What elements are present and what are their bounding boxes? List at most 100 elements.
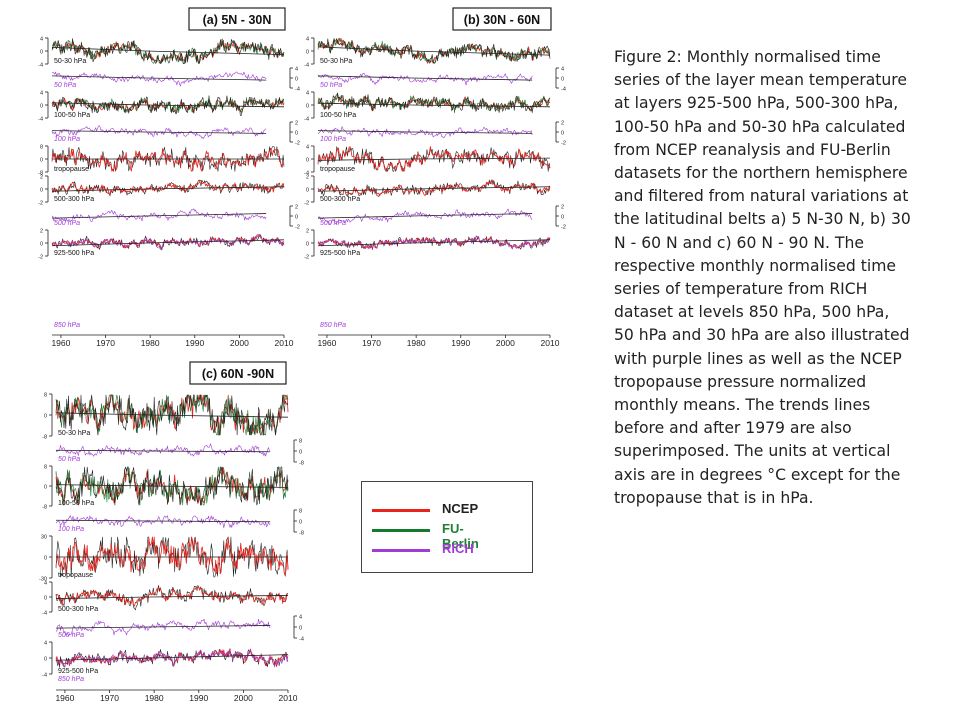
series-rich (317, 126, 533, 138)
panel-title: (b) 30N - 60N (464, 13, 540, 27)
series-ncep (317, 146, 551, 172)
trend-line-before (55, 412, 150, 416)
legend-swatch-ncep (372, 509, 430, 512)
row-label: 50-30 hPa (54, 58, 86, 65)
series-black (317, 38, 551, 64)
y-tick-label: 0 (299, 450, 302, 456)
row-label: 100-50 hPa (58, 500, 94, 507)
trend-line-after (149, 414, 289, 418)
y-tick-label: 0 (40, 242, 43, 248)
y-tick-label: -2 (295, 141, 300, 147)
trend-line-after (411, 186, 551, 190)
trend-line-before (51, 188, 146, 192)
panel-row: 30 0 -30 tropopause (39, 535, 289, 583)
x-tick-label: 2000 (230, 338, 249, 348)
panel-title-box (188, 7, 286, 31)
x-tick-label: 1960 (55, 693, 74, 703)
row-label: tropopause (320, 166, 355, 173)
panel-title: (a) 5N - 30N (203, 13, 272, 27)
series-ncep (51, 179, 285, 196)
y-tick-label: 8 (44, 393, 47, 399)
panel-row: 2 0 -2 100 hPa (317, 121, 566, 147)
legend-label-rich: RICH (442, 541, 474, 556)
chart-panel-2: (c) 60N -90N 8 0 -8 50-30 hPa 8 0 -8 50 hPa 8 0 -8 1… (39, 361, 304, 703)
series-rich (51, 233, 285, 251)
panel-row: 8 0 -8 100-50 hPa (42, 465, 289, 511)
y-tick-label: 8 (299, 439, 302, 445)
x-tick-label: 1990 (185, 338, 204, 348)
x-tick-label: 2010 (279, 693, 298, 703)
series-rich (55, 618, 271, 636)
panel-row: 4 0 -4 50 hPa (51, 67, 300, 93)
y-tick-label: -2 (38, 255, 43, 261)
trend-line-before (317, 242, 412, 247)
row-label: 50 hPa (58, 456, 80, 463)
y-tick-label: -8 (299, 531, 304, 537)
y-tick-label: -4 (304, 63, 309, 69)
trend-line-after (411, 157, 551, 160)
y-tick-label: 0 (306, 188, 309, 194)
trend-line-before (51, 75, 146, 79)
trend-line-before (317, 46, 412, 52)
y-tick-label: 4 (561, 67, 564, 73)
x-tick-label: 1970 (362, 338, 381, 348)
trend-line-after (145, 104, 285, 108)
y-tick-label: -8 (42, 435, 47, 441)
row-label: 500 hPa (54, 220, 80, 227)
series-rich (51, 125, 267, 139)
y-tick-label: 2 (561, 121, 564, 127)
trend-line-after (411, 213, 533, 217)
series-rich (55, 648, 289, 668)
row-label: 925-500 hPa (58, 668, 98, 675)
row-label: 500-300 hPa (58, 606, 98, 613)
panel-title-box (452, 7, 552, 31)
trend-line-before (55, 519, 150, 522)
trend-line-after (411, 131, 533, 134)
legend-label-ncep: NCEP (442, 501, 479, 516)
x-tick-label: 1960 (317, 338, 336, 348)
panel-row: 4 0 -4 50-30 hPa (304, 37, 551, 69)
y-tick-label: -2 (561, 141, 566, 147)
trend-line-before (51, 215, 146, 219)
panel-row: 2 0 -2 500 hPa (317, 205, 566, 231)
panel-row: 2 0 -2 100 hPa (51, 121, 300, 147)
x-tick-label: 2010 (541, 338, 560, 348)
y-tick-label: 2 (295, 121, 298, 127)
trend-line-after (411, 50, 551, 56)
y-tick-label: 2 (561, 205, 564, 211)
y-tick-label: 4 (40, 91, 43, 97)
x-tick-label: 2010 (275, 338, 294, 348)
row-label: 100-50 hPa (320, 112, 356, 119)
trend-line-after (149, 595, 289, 598)
row-label: 500 hPa (320, 220, 346, 227)
trend-line-after (145, 186, 285, 190)
panel-row: 8 0 -8 50 hPa (55, 439, 304, 467)
series-ncep (317, 236, 551, 250)
series-rich (51, 71, 267, 87)
panel-row: 4 0 -4 tropopause (304, 145, 551, 177)
y-tick-label: -4 (299, 637, 304, 643)
y-tick-label: 4 (295, 67, 298, 73)
panel-row: 4 0 -4 50-30 hPa (38, 37, 285, 69)
y-tick-label: -8 (38, 171, 43, 177)
y-tick-label: -2 (304, 255, 309, 261)
row-label-850: 850 hPa (58, 676, 84, 683)
row-label: 50 hPa (54, 82, 76, 89)
row-label: 50 hPa (320, 82, 342, 89)
trend-line-before (55, 449, 150, 452)
series-ncep (55, 536, 289, 576)
y-tick-label: 2 (40, 229, 43, 235)
y-tick-label: 0 (306, 104, 309, 110)
x-tick-label: 2000 (234, 693, 253, 703)
row-label: 925-500 hPa (320, 250, 360, 257)
trend-line-before (317, 130, 412, 133)
y-tick-label: 0 (40, 188, 43, 194)
x-tick-label: 1970 (96, 338, 115, 348)
y-tick-label: 2 (295, 205, 298, 211)
y-tick-label: 0 (40, 104, 43, 110)
trend-line-after (149, 520, 271, 523)
panel-row: 4 0 -4 100-50 hPa (304, 91, 551, 123)
row-label: 925-500 hPa (54, 250, 94, 257)
y-tick-label: 2 (306, 229, 309, 235)
